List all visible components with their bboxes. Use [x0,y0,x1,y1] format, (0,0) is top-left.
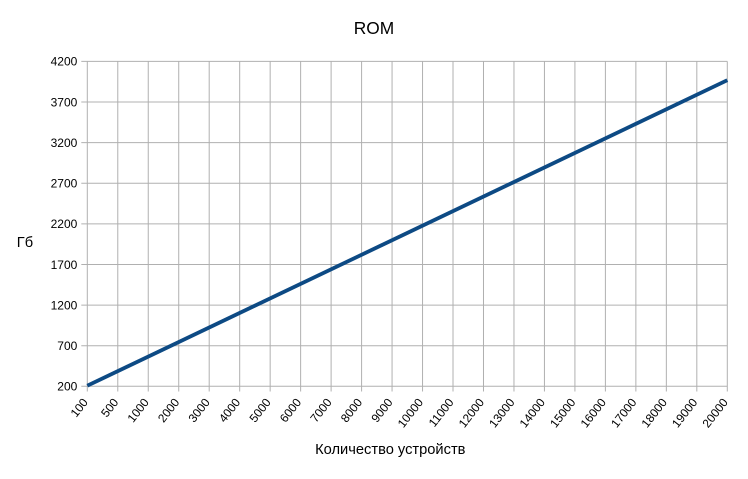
svg-text:3200: 3200 [51,136,78,150]
svg-text:Количество устройств: Количество устройств [315,442,466,458]
svg-text:Гб: Гб [17,235,33,251]
svg-text:1700: 1700 [51,258,78,272]
svg-text:2200: 2200 [51,217,78,231]
svg-text:ROM: ROM [354,18,394,38]
svg-text:2700: 2700 [51,177,78,191]
svg-text:1200: 1200 [51,298,78,312]
svg-text:700: 700 [57,339,77,353]
svg-text:200: 200 [57,380,77,394]
svg-text:4200: 4200 [51,55,78,69]
svg-text:3700: 3700 [51,95,78,109]
